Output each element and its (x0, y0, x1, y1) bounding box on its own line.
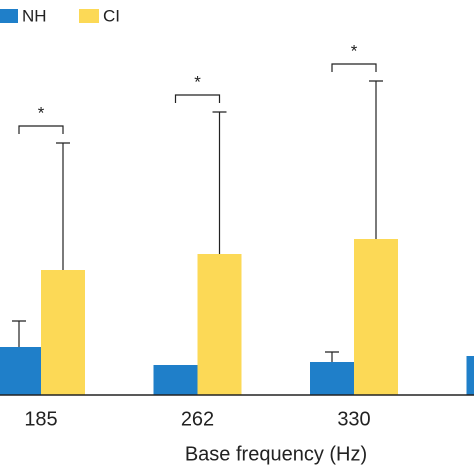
error-bar (12, 320, 26, 347)
x-tick-label: 262 (181, 408, 214, 430)
x-axis-label: Base frequency (Hz) (185, 443, 367, 465)
significance-bracket (331, 63, 377, 72)
bar (0, 347, 41, 395)
significance-bracket (18, 125, 64, 134)
bar (466, 356, 474, 395)
error-bar (56, 142, 70, 270)
significance-bracket (174, 94, 221, 103)
legend-label: CI (103, 6, 120, 25)
bar (153, 365, 198, 395)
error-bar (369, 80, 383, 239)
bar (197, 254, 242, 395)
error-bar (212, 111, 227, 254)
significance-marker: * (38, 103, 45, 122)
significance-marker: * (351, 41, 358, 60)
significance-marker: * (194, 72, 201, 91)
bar (41, 270, 85, 395)
legend-label: NH (22, 6, 47, 25)
bar (310, 362, 354, 395)
bar (354, 239, 398, 395)
x-tick-label: 330 (337, 408, 370, 430)
legend-swatch (79, 9, 99, 23)
error-bar (325, 351, 339, 362)
x-tick-label: 185 (24, 408, 57, 430)
legend-swatch (0, 9, 18, 23)
